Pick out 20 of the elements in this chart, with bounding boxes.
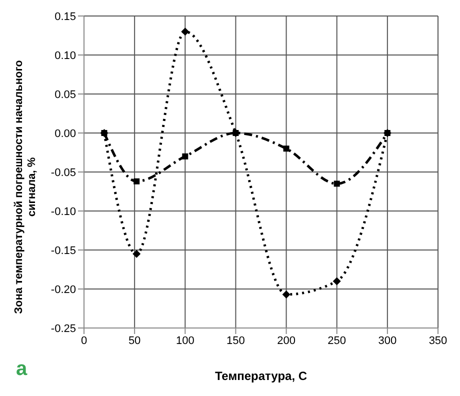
y-tick-label: 0.15 (54, 10, 76, 23)
y-tick-label: 0.10 (54, 50, 76, 62)
y-tick-label: -0.25 (50, 322, 76, 335)
x-tick-label: 200 (277, 334, 296, 347)
y-tick-label: -0.20 (50, 284, 76, 296)
text: a (16, 358, 28, 381)
x-tick-label: 250 (328, 334, 346, 347)
y-tick-label: -0.10 (50, 206, 76, 218)
x-tick-label: 50 (128, 334, 141, 347)
y-tick-label: 0.00 (54, 128, 76, 140)
x-axis-title: Температура, С (214, 369, 308, 383)
y-tick-label: -0.15 (50, 244, 76, 257)
x-tick-label: 150 (226, 334, 245, 347)
x-tick-label: 100 (176, 334, 194, 347)
y-axis-title: Зона температурной погрешности начального сигнала, % (13, 59, 39, 316)
y-tick-label: -0.05 (50, 166, 76, 179)
y-tick-label: 0.05 (54, 88, 76, 101)
x-tick-label: 0 (80, 334, 88, 347)
x-tick-label: 350 (428, 334, 448, 347)
x-tick-label: 300 (378, 334, 397, 347)
